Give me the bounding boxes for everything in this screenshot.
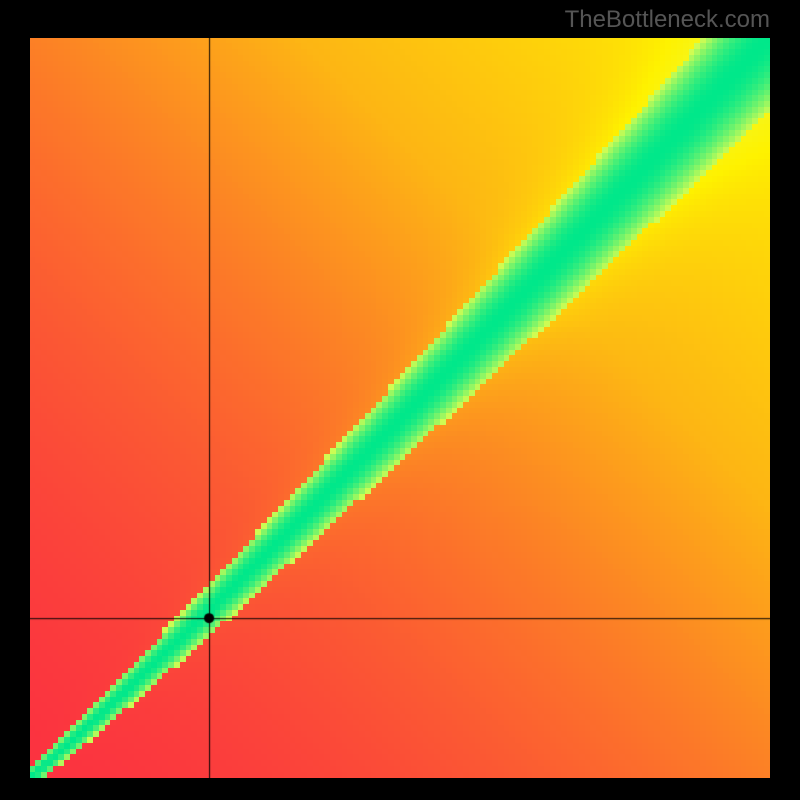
watermark-text: TheBottleneck.com (565, 6, 770, 34)
chart-container: TheBottleneck.com (0, 0, 800, 800)
crosshair-overlay (30, 38, 770, 778)
